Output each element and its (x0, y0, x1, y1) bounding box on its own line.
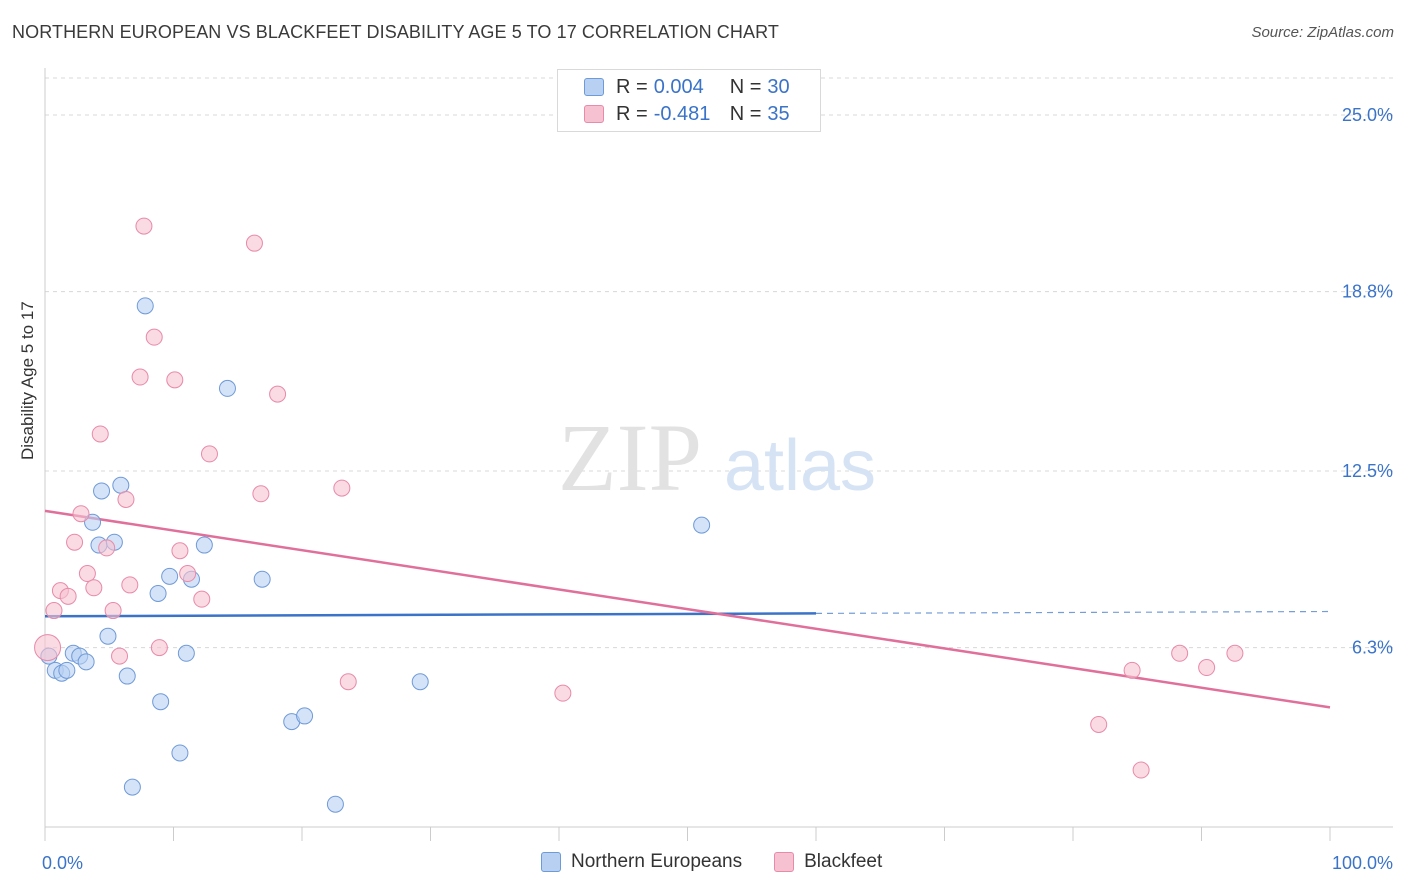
blackfeet-point (91, 425, 109, 443)
stats-row-northern-europeans: R = 0.004 N = 30 (584, 75, 790, 99)
northern-europeans-trendline-extension (815, 610, 1331, 615)
northern-europeans-point (77, 653, 95, 671)
blackfeet-point (104, 602, 122, 620)
series-legend: Northern Europeans Blackfeet (541, 851, 914, 873)
blackfeet-point (1198, 659, 1216, 677)
blackfeet-point (166, 371, 184, 389)
legend-label: Blackfeet (804, 851, 883, 872)
stats-row-blackfeet: R = -0.481 N = 35 (584, 102, 790, 126)
watermark: ZIP atlas (558, 404, 876, 511)
n-label: N = (729, 75, 762, 98)
blackfeet-point (117, 490, 135, 508)
northern-europeans-point (84, 513, 102, 531)
trend-lines (44, 509, 1331, 709)
y-axis-label: Disability Age 5 to 17 (18, 301, 37, 460)
y-tick-label: 18.8% (1342, 282, 1393, 302)
data-points (34, 217, 1244, 813)
northern-europeans-trendline (44, 612, 817, 618)
r-value: -0.481 (653, 102, 711, 125)
blackfeet-point (131, 368, 149, 386)
watermark-atlas: atlas (724, 426, 876, 506)
blackfeet-point (1090, 715, 1108, 733)
blue-swatch (541, 852, 561, 872)
northern-europeans-point (118, 667, 136, 685)
blackfeet-point (333, 479, 351, 497)
legend-label: Northern Europeans (571, 851, 743, 872)
blackfeet-point (1123, 661, 1141, 679)
blackfeet-point (111, 647, 129, 665)
northern-europeans-point (99, 627, 117, 645)
blackfeet-point (554, 684, 572, 702)
y-tick-label: 6.3% (1352, 638, 1393, 658)
northern-europeans-point (152, 693, 170, 711)
y-tick-label: 25.0% (1342, 105, 1393, 125)
blackfeet-point (245, 234, 263, 252)
blackfeet-point (171, 542, 189, 560)
blackfeet-point (78, 565, 96, 583)
blackfeet-point (145, 328, 163, 346)
northern-europeans-point (253, 570, 271, 588)
blackfeet-point (193, 590, 211, 608)
legend-item-blackfeet[interactable]: Blackfeet (774, 851, 882, 873)
blackfeet-point (1226, 644, 1244, 662)
source-label: Source: ZipAtlas.com (1251, 24, 1394, 41)
gridlines (45, 77, 1393, 649)
northern-europeans-point (112, 476, 130, 494)
y-tick-label: 12.5% (1342, 461, 1393, 481)
tick-labels: 6.3% 12.5% 18.8% 25.0% 0.0% 100.0% (42, 105, 1393, 873)
blackfeet-point (200, 445, 218, 463)
northern-europeans-point (161, 567, 179, 585)
blackfeet-point (1132, 761, 1150, 779)
legend-item-northern-europeans[interactable]: Northern Europeans (541, 851, 742, 873)
pink-swatch (584, 105, 604, 123)
northern-europeans-point (195, 536, 213, 554)
watermark-zip: ZIP (558, 404, 702, 511)
blackfeet-point (66, 533, 84, 551)
n-label: N = (729, 102, 762, 125)
chart-title: NORTHERN EUROPEAN VS BLACKFEET DISABILIT… (12, 22, 779, 42)
blackfeet-point (45, 602, 63, 620)
r-label: R = (616, 102, 648, 125)
northern-europeans-point (296, 707, 314, 725)
blackfeet-point (98, 539, 116, 557)
northern-europeans-point (411, 673, 429, 691)
blackfeet-point (150, 639, 168, 657)
n-value: 35 (767, 102, 790, 125)
blackfeet-point (339, 673, 357, 691)
blackfeet-trendline (44, 509, 1331, 709)
stats-legend: R = 0.004 N = 30 R = -0.481 N = 35 (557, 69, 821, 132)
northern-europeans-point (136, 297, 154, 315)
blackfeet-point (269, 385, 287, 403)
northern-europeans-point (149, 584, 167, 602)
northern-europeans-point (177, 644, 195, 662)
northern-europeans-point (93, 482, 111, 500)
blackfeet-point (34, 634, 62, 662)
blackfeet-point (1171, 644, 1189, 662)
blackfeet-point (179, 565, 197, 583)
pink-swatch (774, 852, 795, 872)
northern-europeans-point (218, 379, 236, 397)
axes (44, 68, 1393, 841)
r-value: 0.004 (653, 75, 704, 98)
blackfeet-point (59, 587, 77, 605)
northern-europeans-point (58, 661, 76, 679)
blackfeet-point (85, 579, 103, 597)
northern-europeans-point (693, 516, 711, 534)
blackfeet-point (121, 576, 139, 594)
northern-europeans-point (171, 744, 189, 762)
blue-swatch (584, 78, 604, 96)
x-tick-label: 0.0% (42, 853, 83, 873)
n-value: 30 (767, 75, 790, 98)
northern-europeans-point (326, 795, 344, 813)
blackfeet-point (135, 217, 153, 235)
x-tick-label: 100.0% (1332, 853, 1393, 873)
northern-europeans-point (123, 778, 141, 796)
r-label: R = (616, 75, 648, 98)
blackfeet-point (252, 485, 270, 503)
blackfeet-point (72, 505, 90, 523)
